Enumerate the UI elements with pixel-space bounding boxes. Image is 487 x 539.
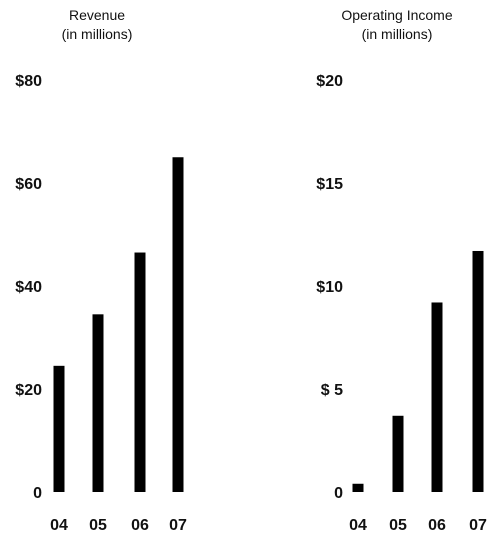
bar-06 (134, 252, 146, 492)
y-tick-label: $10 (316, 279, 343, 296)
x-tick-label: 06 (131, 517, 149, 534)
x-tick-label: 06 (428, 517, 446, 534)
y-tick-label: $20 (15, 382, 42, 399)
y-tick-label: $15 (316, 176, 343, 193)
bar-04 (352, 483, 364, 492)
chart-subtitle: (in millions) (362, 26, 433, 42)
y-tick-label: $60 (15, 176, 42, 193)
bar-05 (92, 314, 104, 492)
bar-07 (472, 250, 484, 492)
x-tick-label: 04 (50, 517, 68, 534)
y-tick-label: $40 (15, 279, 42, 296)
revenue-chart: Revenue (in millions) 0 $20 $40 $60 $80 04 05 0… (15, 7, 187, 534)
x-tick-label: 05 (389, 517, 407, 534)
x-tick-label: 05 (89, 517, 107, 534)
y-tick-label: $20 (316, 73, 343, 90)
y-tick-label: 0 (33, 485, 42, 502)
y-tick-label: $80 (15, 73, 42, 90)
y-tick-label: 0 (334, 485, 343, 502)
bar-05 (392, 415, 404, 492)
x-tick-label: 04 (349, 517, 367, 534)
bar-07 (172, 157, 184, 492)
chart-title: Operating Income (341, 7, 452, 23)
bar-06 (431, 302, 443, 492)
x-tick-label: 07 (469, 517, 487, 534)
y-tick-label: $ 5 (321, 382, 343, 399)
chart-title: Revenue (69, 7, 125, 23)
bar-04 (53, 365, 65, 492)
operating-income-chart: Operating Income (in millions) 0 $ 5 $10 $1… (316, 7, 487, 534)
chart-subtitle: (in millions) (62, 26, 133, 42)
x-tick-label: 07 (169, 517, 187, 534)
